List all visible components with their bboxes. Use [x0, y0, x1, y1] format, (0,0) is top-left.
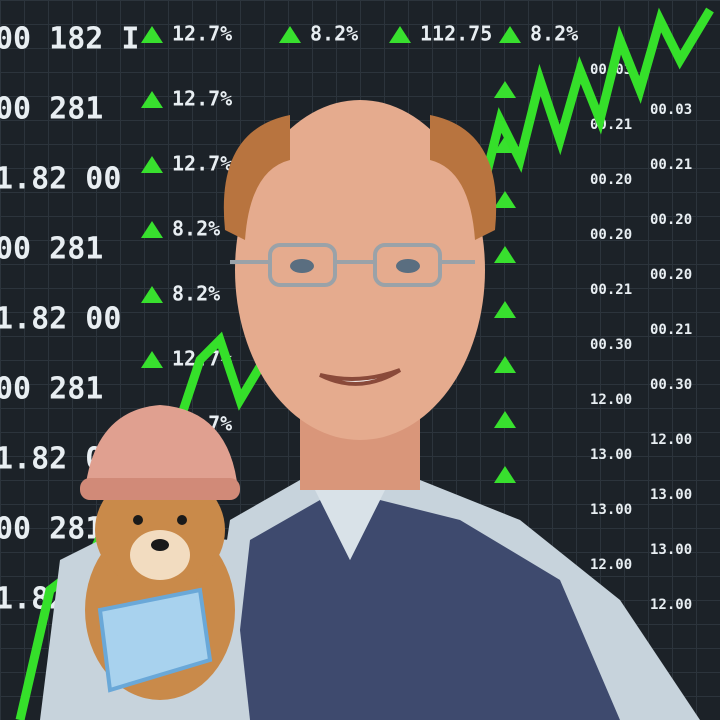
vest — [230, 500, 620, 720]
eye-left — [290, 259, 314, 273]
board-value: 13.00 — [590, 447, 632, 463]
board-value: 00.30 — [650, 377, 692, 393]
board-percent: 12.7% — [172, 152, 232, 176]
up-arrow — [494, 411, 516, 428]
up-arrow — [494, 466, 516, 483]
dog-eye — [177, 515, 187, 525]
up-arrow — [494, 301, 516, 318]
head — [235, 100, 485, 440]
eye-right — [396, 259, 420, 273]
board-number: 00 182 I — [0, 22, 140, 57]
mask — [97, 587, 213, 693]
up-arrow — [389, 26, 411, 43]
dog-eye — [133, 515, 143, 525]
board-value: 00.20 — [590, 172, 632, 188]
board-number: 00 281 — [0, 92, 103, 127]
hair-left — [223, 115, 290, 240]
board-value: 00.21 — [650, 322, 692, 338]
glasses — [230, 243, 475, 287]
up-arrow — [141, 156, 163, 173]
board-value: 00.20 — [650, 267, 692, 283]
up-arrow — [494, 81, 516, 98]
board-value: 12.00 — [650, 432, 692, 448]
up-arrow — [499, 26, 521, 43]
board-number: 1.82 00 — [0, 302, 121, 337]
collar — [305, 470, 395, 560]
board-value: 00.03 — [650, 102, 692, 118]
up-arrow — [141, 221, 163, 238]
board-percent: 12.7% — [172, 22, 232, 46]
dog-nose — [151, 539, 169, 551]
dog — [40, 405, 250, 720]
up-arrow — [494, 246, 516, 263]
hair-right — [430, 115, 497, 240]
dog-muzzle — [130, 530, 190, 580]
board-percent: 8.2% — [172, 217, 220, 241]
up-arrow — [141, 351, 163, 368]
board-value: 00.30 — [590, 337, 632, 353]
up-arrow — [279, 26, 301, 43]
board-value: 8.2% — [530, 22, 578, 46]
board-number: 00 281 — [0, 372, 103, 407]
smile — [319, 368, 402, 386]
board-value: 00.21 — [650, 157, 692, 173]
board-number: 1.82 00 — [0, 162, 121, 197]
up-arrow — [494, 191, 516, 208]
man — [200, 100, 700, 720]
board-value: 13.00 — [650, 487, 692, 503]
board-value: 00.21 — [590, 282, 632, 298]
board-value: 112.75 — [420, 22, 492, 46]
dog-hat — [85, 405, 238, 490]
board-number: 00 281 — [0, 512, 103, 547]
board-value: 00.20 — [590, 227, 632, 243]
board-value: 00.20 — [650, 212, 692, 228]
board-value: 13.00 — [590, 502, 632, 518]
up-arrow — [141, 286, 163, 303]
board-percent: 12.7% — [172, 87, 232, 111]
board-value: 8.2% — [310, 22, 358, 46]
board-number: 00 281 — [0, 232, 103, 267]
board-value: 13.00 — [650, 542, 692, 558]
up-arrow — [141, 26, 163, 43]
board-value: 12.00 — [590, 557, 632, 573]
board-percent: 8.2% — [172, 282, 220, 306]
board-value: 12.00 — [650, 597, 692, 613]
stock-board: 00 182 I 00 281 1.82 00 00 281 1.82 00 00 281… — [0, 22, 692, 617]
up-arrow — [494, 356, 516, 373]
up-arrow — [141, 91, 163, 108]
board-value: 12.00 — [590, 392, 632, 408]
dog-hat-brim — [80, 478, 240, 500]
